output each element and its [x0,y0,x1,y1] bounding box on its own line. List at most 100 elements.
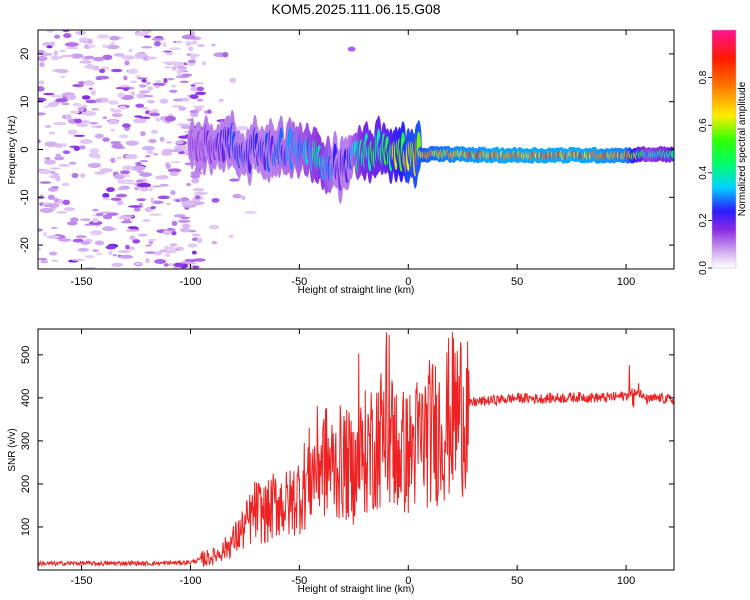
spectrogram-noise-blob [172,61,184,67]
spectrogram-noise-blob [173,98,183,102]
y-tick-label: 400 [20,389,32,407]
x-tick-label: -150 [71,276,93,288]
spectrogram-noise-blob [113,174,126,180]
spectrogram-noise-blob [56,211,67,214]
spectrogram-noise-blob [80,173,86,178]
spectrogram-noise-blob [168,47,182,51]
spectrogram-noise-blob [111,262,124,268]
spectrogram-noise-blob [105,44,120,50]
spectrogram-noise-blob [51,185,59,190]
spectrogram-noise-blob [228,235,234,238]
figure-title: KOM5.2025.111.06.15.G08 [271,1,440,17]
spectrogram-noise-blob [195,91,207,95]
spectrogram-noise-blob [50,41,56,47]
spectrogram-noise-blob [171,66,177,71]
spectrogram-noise-blob [46,30,54,33]
spectrogram-noise-blob [181,200,195,206]
spectrogram-noise-blob [133,207,141,212]
spectrogram-noise-blob [61,54,74,58]
spectrogram-noise-blob [194,195,201,200]
spectrogram-noise-blob [38,97,47,102]
spectrogram-noise-blob [78,82,84,86]
spectrogram-noise-blob [48,251,58,256]
spectrogram-ridge-core [670,150,674,159]
spectrogram-noise-blob [134,186,140,191]
spectrogram-noise-blob [89,148,100,154]
y-tick-label: 300 [20,432,32,450]
spectrogram-noise-blob [47,102,58,108]
spectrogram-noise-blob [163,77,168,84]
spectrogram-noise-blob [135,262,141,266]
colorbar-frame [711,29,737,269]
spectrogram-noise-blob [159,98,169,104]
spectrogram-noise-blob [42,231,48,237]
spectrogram-noise-blob [138,202,144,209]
spectrogram-noise-blob [88,220,103,226]
spectrogram-noise-blob [176,123,191,126]
spectrogram-noise-blob [165,52,174,56]
spectrogram-noise-blob [190,112,199,118]
spectrogram-noise-blob [127,68,139,75]
spectrogram-noise-blob [181,34,196,40]
spectrogram-noise-blob [171,84,176,88]
spectrogram-noise-blob [72,238,84,243]
spectrogram-noise-blob [145,257,150,264]
spectrogram-noise-blob [78,146,86,150]
spectrogram-noise-blob [147,86,154,91]
y-tick-label: -10 [19,189,31,205]
spectrogram-noise-blob [164,66,172,69]
spectrogram-noise-blob [146,81,151,85]
spectrogram-noise-blob [175,40,183,44]
spectrogram-noise-blob [177,219,191,223]
spectrogram-noise-blob [191,233,201,237]
spectrogram-noise-blob [56,69,69,74]
spectrogram-noise-blob [192,265,200,269]
spectrogram-noise-blob [173,214,186,218]
spectrogram-noise-blob [73,146,80,151]
spectrogram-noise-blob [90,230,103,236]
spectrogram-noise-blob [96,252,102,256]
spectrogram-noise-blob [51,259,59,262]
spectrogram-noise-blob [38,112,46,116]
spectrogram-noise-blob [147,238,157,242]
spectrogram-noise-blob [196,98,204,102]
spectrogram-noise-blob [94,240,105,246]
spectrogram-noise-blob [159,136,165,142]
colorbar-gradient [712,30,736,268]
spectrogram-noise-blob [42,41,53,47]
spectrogram-noise-blob [164,115,177,122]
spectrogram-noise-blob [178,106,187,111]
spectrogram-noise-blob [135,162,142,166]
spectrogram-noise-blob [139,90,151,94]
spectrogram-noise-blob [161,151,173,156]
spectrogram-noise-blob [137,77,148,80]
spectrogram-noise-blob [155,85,160,89]
spectrogram-noise-blob [111,113,123,118]
spectrogram-noise-blob [38,55,48,62]
spectrogram-noise-blob [95,75,110,80]
spectrogram-noise-blob [92,208,99,212]
spectrogram-noise-blob [142,218,151,223]
spectrogram-noise-blob [196,237,203,244]
spectrogram-noise-blob [39,181,52,184]
spectrogram-noise-blob [38,86,45,92]
colorbar-tick-label: 0.2 [698,213,709,227]
spectrogram-noise-blob [110,68,123,73]
spectrogram-noise-blob [120,84,130,88]
spectrogram-noise-blob [77,247,90,252]
spectrogram-noise-blob [50,94,64,98]
spectrogram-noise-blob [149,213,163,216]
spectrogram-noise-blob [112,254,118,257]
spectrogram-noise-blob [53,197,59,203]
spectrogram-noise-blob [62,150,71,155]
spectrogram-noise-blob [153,152,159,156]
spectrogram-noise-blob [44,141,58,147]
spectrogram-noise-blob [38,257,48,261]
spectrogram-noise-blob [99,211,112,214]
spectrogram-noise-blob [169,243,178,247]
spectrogram-noise-blob [80,120,91,124]
spectrogram-noise-blob [139,160,149,163]
spectrogram-noise-blob [102,137,110,142]
spectrogram-noise-blob [139,116,151,120]
